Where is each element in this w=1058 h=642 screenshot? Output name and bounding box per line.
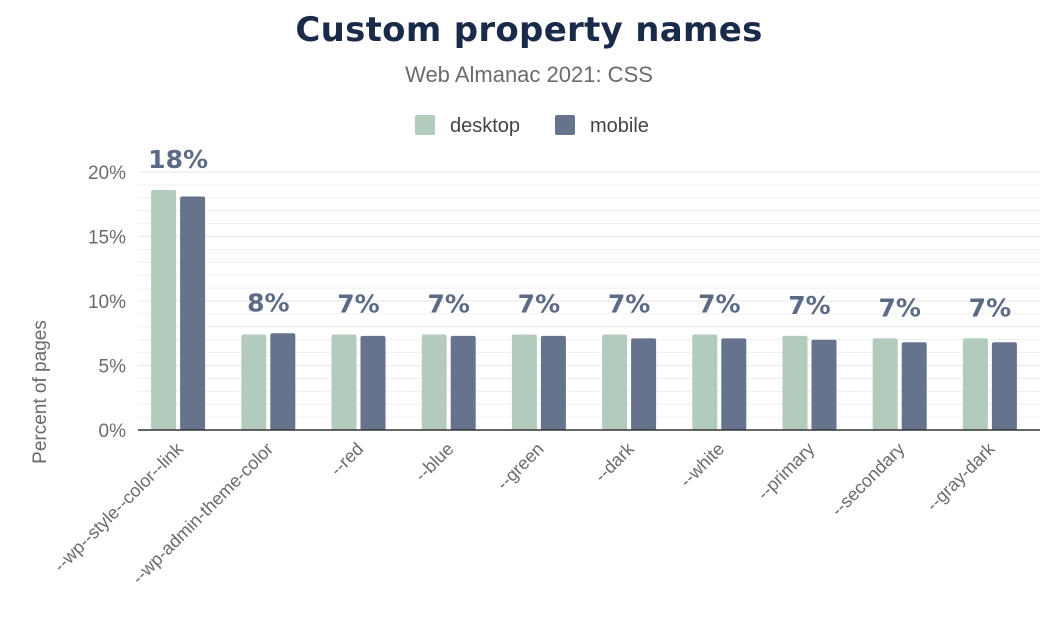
x-tick-label: --blue: [411, 439, 458, 486]
data-label: 7%: [518, 290, 560, 319]
data-label: 7%: [969, 293, 1011, 322]
legend-label-desktop: desktop: [450, 115, 520, 137]
x-axis-labels: --wp--style--color--link--wp-admin-theme…: [50, 438, 1000, 588]
bar-mobile: [721, 338, 747, 430]
bar-mobile: [540, 335, 566, 430]
bar-desktop: [782, 335, 808, 430]
bar-desktop: [331, 334, 357, 430]
data-label: 7%: [788, 291, 830, 320]
data-label: 18%: [148, 145, 208, 174]
data-label: 7%: [608, 290, 650, 319]
x-tick-label: --primary: [753, 439, 818, 504]
bar-desktop: [421, 334, 447, 430]
legend: desktop mobile: [415, 115, 649, 137]
legend-swatch-mobile: [555, 115, 575, 135]
bar-desktop: [511, 334, 537, 430]
x-tick-label: --green: [493, 439, 548, 494]
x-tick-label: --dark: [591, 438, 639, 486]
bar-mobile: [901, 342, 927, 430]
legend-swatch-desktop: [415, 115, 435, 135]
legend-label-mobile: mobile: [590, 115, 649, 137]
data-label: 7%: [698, 290, 740, 319]
x-tick-label: --white: [676, 439, 728, 491]
bar-desktop: [602, 334, 628, 430]
bars: [151, 190, 1017, 430]
y-axis-title: Percent of pages: [30, 320, 51, 464]
bar-mobile: [991, 342, 1017, 430]
chart-subtitle: Web Almanac 2021: CSS: [405, 62, 653, 87]
y-tick-label: 5%: [99, 357, 127, 378]
bar-desktop: [962, 338, 988, 430]
bar-mobile: [180, 196, 206, 430]
y-tick-label: 20%: [88, 163, 126, 184]
data-label: 7%: [337, 290, 379, 319]
x-tick-label: --red: [326, 439, 367, 480]
bar-mobile: [631, 338, 657, 430]
bar-desktop: [692, 334, 718, 430]
bar-desktop: [241, 334, 267, 430]
bar-mobile: [811, 339, 837, 430]
y-axis-ticks: 0% 5% 10% 15% 20%: [88, 163, 126, 442]
bar-mobile: [450, 335, 476, 430]
data-label: 8%: [247, 288, 289, 317]
x-tick-label: --secondary: [827, 439, 908, 520]
bar-desktop: [151, 190, 177, 430]
y-tick-label: 0%: [99, 421, 127, 442]
y-tick-label: 15%: [88, 228, 126, 249]
bar-mobile: [360, 335, 386, 430]
data-label: 7%: [878, 293, 920, 322]
y-tick-label: 10%: [88, 292, 126, 313]
chart-title: Custom property names: [295, 10, 763, 50]
data-label: 7%: [427, 290, 469, 319]
bar-mobile: [270, 333, 296, 430]
x-tick-label: --gray-dark: [922, 438, 999, 515]
bar-desktop: [872, 338, 898, 430]
data-labels: 18% 8% 7% 7% 7% 7% 7% 7% 7% 7%: [148, 145, 1011, 322]
